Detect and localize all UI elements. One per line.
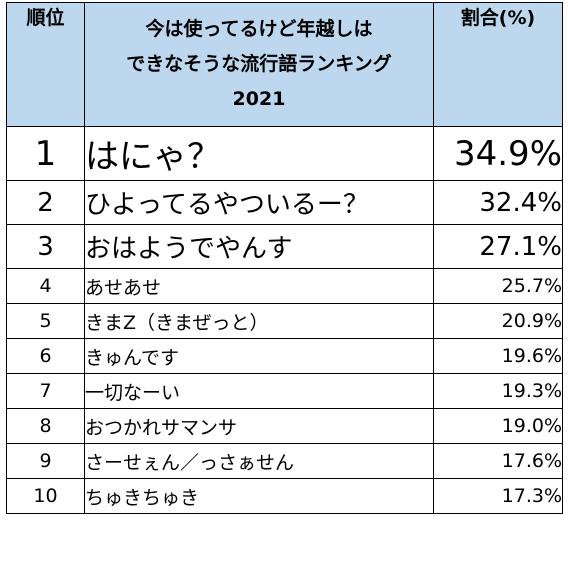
ranking-table: 順位 今は使ってるけど年越しは できなそうな流行語ランキング 2021 割合(%… <box>6 2 563 514</box>
percent-cell: 25.7% <box>433 268 563 304</box>
rank-cell: 9 <box>6 443 85 479</box>
header-percent: 割合(%) <box>433 2 563 127</box>
header-title-line-3: 2021 <box>232 88 286 110</box>
word-cell: あせあせ <box>84 268 434 304</box>
percent-cell: 19.6% <box>433 338 563 374</box>
rank-cell: 1 <box>6 126 85 181</box>
table-row: 8 おつかれサマンサ 19.0% <box>6 408 563 444</box>
word-cell: さーせぇん／っさぁせん <box>84 443 434 479</box>
word-cell: おつかれサマンサ <box>84 408 434 444</box>
word-cell: 一切なーい <box>84 373 434 409</box>
rank-cell: 2 <box>6 180 85 225</box>
word-cell: きゅんです <box>84 338 434 374</box>
table-row: 6 きゅんです 19.6% <box>6 338 563 374</box>
table-row: 5 きまZ（きまぜっと） 20.9% <box>6 303 563 339</box>
word-cell: おはようでやんす <box>84 224 434 269</box>
header-row: 順位 今は使ってるけど年越しは できなそうな流行語ランキング 2021 割合(%… <box>6 2 563 127</box>
percent-cell: 32.4% <box>433 180 563 225</box>
word-cell: きまZ（きまぜっと） <box>84 303 434 339</box>
header-rank: 順位 <box>6 2 85 127</box>
table-row: 9 さーせぇん／っさぁせん 17.6% <box>6 443 563 479</box>
percent-cell: 19.3% <box>433 373 563 409</box>
table-row: 2 ひよってるやついるー？ 32.4% <box>6 180 563 225</box>
word-cell: ひよってるやついるー？ <box>84 180 434 225</box>
rank-cell: 7 <box>6 373 85 409</box>
rank-cell: 3 <box>6 224 85 269</box>
rank-cell: 4 <box>6 268 85 304</box>
rank-cell: 10 <box>6 478 85 514</box>
rank-cell: 6 <box>6 338 85 374</box>
percent-cell: 17.6% <box>433 443 563 479</box>
word-cell: はにゃ？ <box>84 126 434 181</box>
table-row: 3 おはようでやんす 27.1% <box>6 224 563 269</box>
word-cell: ちゅきちゅき <box>84 478 434 514</box>
percent-cell: 34.9% <box>433 126 563 181</box>
table-row: 10 ちゅきちゅき 17.3% <box>6 478 563 514</box>
percent-cell: 20.9% <box>433 303 563 339</box>
header-title: 今は使ってるけど年越しは できなそうな流行語ランキング 2021 <box>84 2 434 127</box>
table-row: 4 あせあせ 25.7% <box>6 268 563 304</box>
header-title-line-1: 今は使ってるけど年越しは <box>145 18 373 40</box>
header-title-line-2: できなそうな流行語ランキング <box>126 53 392 75</box>
percent-cell: 19.0% <box>433 408 563 444</box>
percent-cell: 27.1% <box>433 224 563 269</box>
table-row: 7 一切なーい 19.3% <box>6 373 563 409</box>
rank-cell: 8 <box>6 408 85 444</box>
table-row: 1 はにゃ？ 34.9% <box>6 126 563 181</box>
rank-cell: 5 <box>6 303 85 339</box>
percent-cell: 17.3% <box>433 478 563 514</box>
